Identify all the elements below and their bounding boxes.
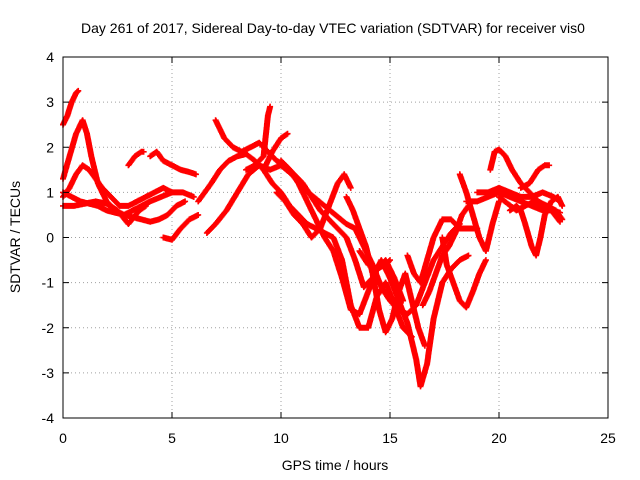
series-trace-12	[243, 103, 274, 173]
series-trace-27	[496, 193, 564, 225]
point-markers	[439, 234, 489, 311]
x-axis-label: GPS time / hours	[282, 457, 389, 473]
data-points	[60, 87, 566, 390]
series-trace-13	[260, 130, 291, 173]
series-trace-17	[356, 248, 393, 273]
series-trace-19	[419, 202, 472, 309]
y-axis-label: SDTVAR / TECUs	[7, 181, 23, 293]
x-tick-label: 0	[59, 430, 67, 446]
point-markers	[419, 202, 472, 309]
x-tick-label: 15	[382, 430, 398, 446]
y-tick-label: 4	[46, 49, 54, 65]
y-tick-label: -2	[42, 320, 55, 336]
y-tick-label: -1	[42, 275, 55, 291]
x-tick-label: 20	[491, 430, 507, 446]
series-trace-20	[439, 234, 489, 311]
y-tick-label: 3	[46, 94, 54, 110]
series-trace-26	[517, 162, 553, 191]
series-trace-6	[125, 148, 147, 169]
y-tick-label: 0	[46, 230, 54, 246]
series-trace-18	[404, 216, 481, 286]
axis-ticks: 0 5 10 15 20 25 -4 -3 -2 -1 0 1 2 3 4	[42, 49, 616, 446]
x-tick-label: 5	[168, 430, 176, 446]
y-tick-label: 1	[46, 184, 54, 200]
point-markers	[273, 171, 354, 241]
y-tick-label: 2	[46, 139, 54, 155]
point-markers	[260, 130, 291, 173]
series-trace-7	[147, 148, 199, 178]
point-markers	[160, 211, 202, 243]
y-tick-label: -4	[42, 410, 55, 426]
series-trace-8	[160, 211, 202, 243]
point-markers	[125, 148, 147, 169]
x-tick-label: 25	[600, 430, 616, 446]
point-markers	[212, 117, 472, 390]
x-tick-label: 10	[273, 430, 289, 446]
y-tick-label: -3	[42, 365, 55, 381]
series-trace-14	[273, 171, 354, 241]
point-markers	[496, 193, 564, 225]
point-markers	[517, 162, 553, 191]
series-trace-16	[343, 193, 428, 349]
point-markers	[356, 248, 393, 273]
series-trace-10	[212, 117, 472, 390]
point-markers	[147, 148, 199, 178]
point-markers	[404, 216, 481, 286]
point-markers	[343, 193, 428, 349]
point-markers	[243, 103, 274, 173]
chart-title: Day 261 of 2017, Sidereal Day-to-day VTE…	[81, 20, 585, 36]
